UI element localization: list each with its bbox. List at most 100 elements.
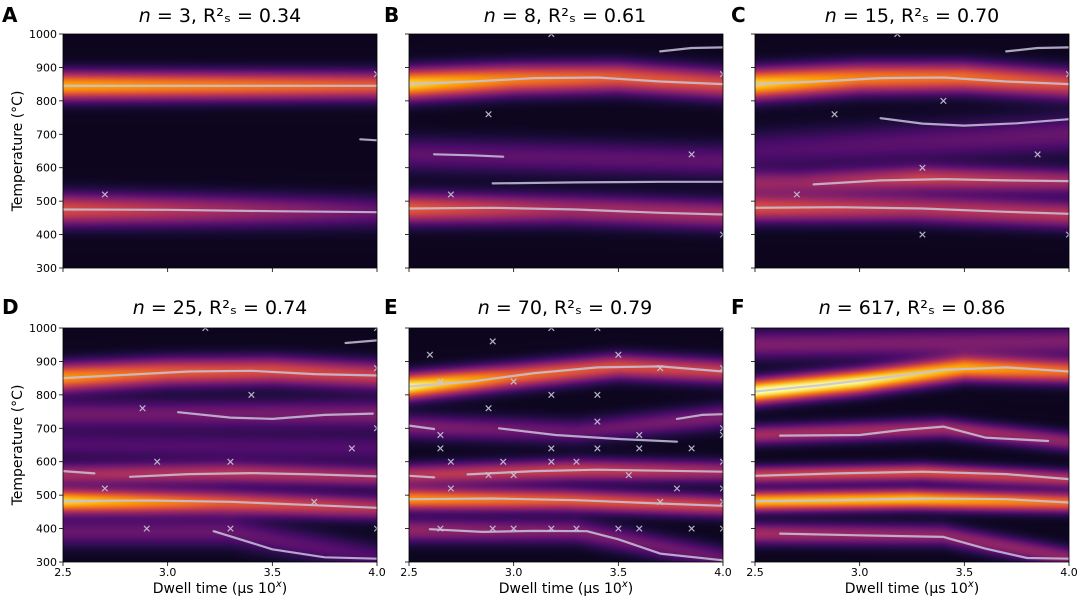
- sample-marker: [719, 498, 723, 506]
- y-tick-label: 700: [36, 128, 57, 141]
- axes-frame: [754, 33, 1070, 269]
- panel-a-title-rest: = 3, R²ₛ = 0.34: [151, 5, 301, 27]
- contour-line: [675, 413, 723, 420]
- sample-marker: [719, 364, 723, 372]
- sample-marker: [656, 498, 664, 506]
- sample-marker: [548, 445, 555, 452]
- heatmap-field: [63, 328, 377, 562]
- x-axis-label-f-main: Dwell time (µs 10: [845, 581, 968, 597]
- y-tick-label: 1000: [29, 322, 57, 335]
- y-tick-label: 600: [36, 162, 57, 175]
- sample-marker: [688, 525, 695, 532]
- x-tick-label: 4.0: [714, 566, 732, 579]
- axes-frame: [408, 33, 724, 269]
- sample-marker: [310, 498, 318, 506]
- y-tick-label: 600: [36, 456, 57, 469]
- x-axis-label-e: Dwell time (µs 10x): [499, 579, 633, 597]
- contour-line: [409, 424, 436, 431]
- sample-marker: [373, 364, 377, 372]
- contour-line: [433, 153, 505, 158]
- sample-marker: [719, 425, 723, 432]
- sample-marker: [548, 34, 555, 38]
- sample-marker: [919, 164, 926, 171]
- heatmap-b: [405, 33, 724, 272]
- sample-marker: [688, 445, 695, 452]
- sample-marker: [1065, 70, 1069, 78]
- x-tick-label: 3.0: [851, 566, 869, 579]
- y-tick-label: 400: [36, 229, 57, 242]
- sample-marker: [831, 111, 838, 118]
- sample-marker: [101, 485, 109, 492]
- sample-marker: [510, 525, 517, 532]
- y-tick-label: 500: [36, 195, 57, 208]
- sample-marker: [719, 525, 723, 532]
- contour-line: [409, 365, 723, 388]
- x-tick-label: 3.0: [505, 566, 523, 579]
- panel-c-title-n: n: [825, 5, 837, 27]
- contour-line: [63, 470, 96, 475]
- panel-d-title: n = 25, R²ₛ = 0.74: [133, 297, 308, 319]
- contour-line: [779, 425, 1050, 443]
- contour-line: [659, 46, 723, 53]
- sample-marker: [373, 328, 377, 332]
- y-axis-label-bottom: Temperature (°C): [10, 385, 26, 507]
- sample-marker: [437, 525, 444, 532]
- y-axis-label-top: Temperature (°C): [10, 91, 26, 213]
- contour-line: [812, 178, 1069, 186]
- x-axis-label-d-main: Dwell time (µs 10: [153, 581, 276, 597]
- y-tick-label: 400: [36, 523, 57, 536]
- x-axis-label-f-end: ): [974, 581, 979, 597]
- sample-marker: [153, 458, 161, 465]
- contour-line: [409, 497, 723, 507]
- x-tick-label: 3.5: [610, 566, 628, 579]
- heatmap-a: 300 400 500 600 700 800 900 1000: [29, 28, 378, 275]
- panel-a-title-n: n: [139, 5, 151, 27]
- sample-marker: [615, 525, 622, 532]
- contour-line: [1005, 46, 1069, 53]
- sample-marker: [548, 458, 555, 465]
- sample-marker: [426, 351, 434, 358]
- panel-f-title-rest: = 617, R²ₛ = 0.86: [831, 297, 1006, 319]
- sample-marker: [248, 391, 255, 399]
- sample-marker: [573, 458, 580, 465]
- sample-marker: [594, 418, 601, 425]
- contour-line: [409, 474, 436, 479]
- sample-marker: [636, 525, 643, 532]
- contour-line: [212, 530, 377, 560]
- contour-line: [409, 76, 723, 86]
- sample-marker: [373, 425, 377, 432]
- panel-letter-e: E: [384, 295, 398, 319]
- contour-line: [879, 117, 1069, 127]
- axes-frame: [62, 33, 378, 269]
- panel-e-title-rest: = 70, R²ₛ = 0.79: [490, 297, 652, 319]
- contour-line: [497, 427, 678, 443]
- contour-line: [466, 468, 723, 476]
- sample-marker: [437, 445, 444, 452]
- sample-marker: [373, 70, 377, 78]
- sample-marker: [625, 471, 633, 479]
- sample-marker: [719, 431, 723, 439]
- panel-f-title: n = 617, R²ₛ = 0.86: [819, 297, 1006, 319]
- x-axis-label-d-end: ): [282, 581, 287, 597]
- x-axis-label-f: Dwell time (µs 10x): [845, 579, 979, 597]
- sample-marker: [489, 338, 496, 345]
- sample-marker: [548, 328, 555, 332]
- sample-marker: [719, 458, 723, 465]
- heatmap-field: [755, 34, 1069, 268]
- sample-marker: [437, 378, 444, 385]
- contour-line: [755, 76, 1069, 86]
- contour-line: [755, 497, 1069, 504]
- panel-c-title-rest: = 15, R²ₛ = 0.70: [837, 5, 999, 27]
- x-tick-label: 3.0: [159, 566, 177, 579]
- sample-marker: [673, 485, 681, 492]
- y-tick-label: 500: [36, 489, 57, 502]
- x-tick-label: 4.0: [368, 566, 386, 579]
- x-axis-label-e-main: Dwell time (µs 10: [499, 581, 622, 597]
- x-tick-label: 3.5: [264, 566, 282, 579]
- contour-line: [177, 411, 374, 420]
- sample-marker: [485, 471, 492, 479]
- panel-d: D n = 25, R²ₛ = 0.74 300 400 500 600 700 800 9…: [2, 295, 386, 579]
- sample-marker: [348, 445, 356, 452]
- sample-marker: [139, 405, 146, 412]
